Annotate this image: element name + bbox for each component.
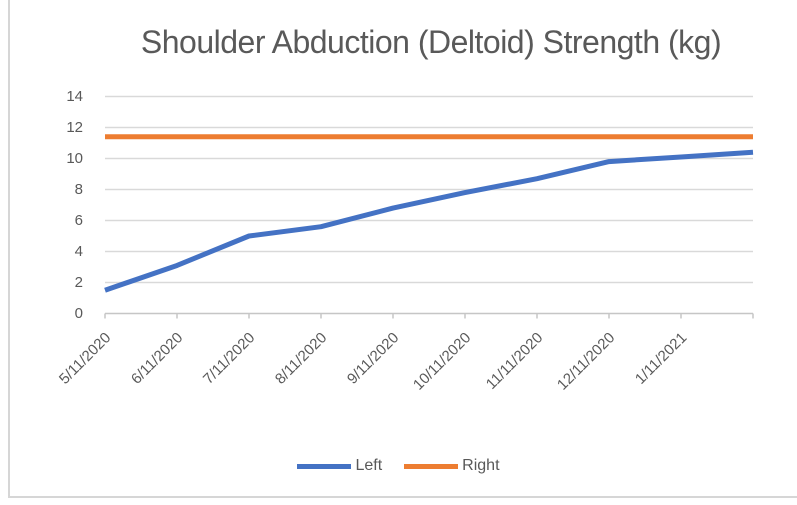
chart-frame-border-bottom <box>8 496 797 498</box>
legend-label: Left <box>355 457 383 474</box>
y-axis-tick-label: 10 <box>66 149 83 167</box>
chart-frame-border-left <box>8 0 10 497</box>
legend-label: Right <box>462 457 500 474</box>
legend-line-swatch <box>297 463 352 469</box>
legend-item-left: Left <box>297 457 382 475</box>
y-axis-tick-label: 8 <box>74 180 83 198</box>
y-axis-tick-label: 6 <box>74 211 83 229</box>
y-axis-tick-label: 12 <box>66 118 83 136</box>
legend-item-right: Right <box>404 457 500 475</box>
series-line-left <box>104 149 754 293</box>
y-axis-tick-label: 4 <box>74 242 83 260</box>
legend-line-swatch <box>404 463 459 469</box>
y-axis-tick-label: 2 <box>74 273 83 291</box>
y-axis-tick-label: 0 <box>74 304 83 322</box>
chart-title: Shoulder Abduction (Deltoid) Strength (k… <box>140 24 722 60</box>
legend: Left Right <box>0 453 797 479</box>
y-axis-tick-label: 14 <box>66 87 83 105</box>
